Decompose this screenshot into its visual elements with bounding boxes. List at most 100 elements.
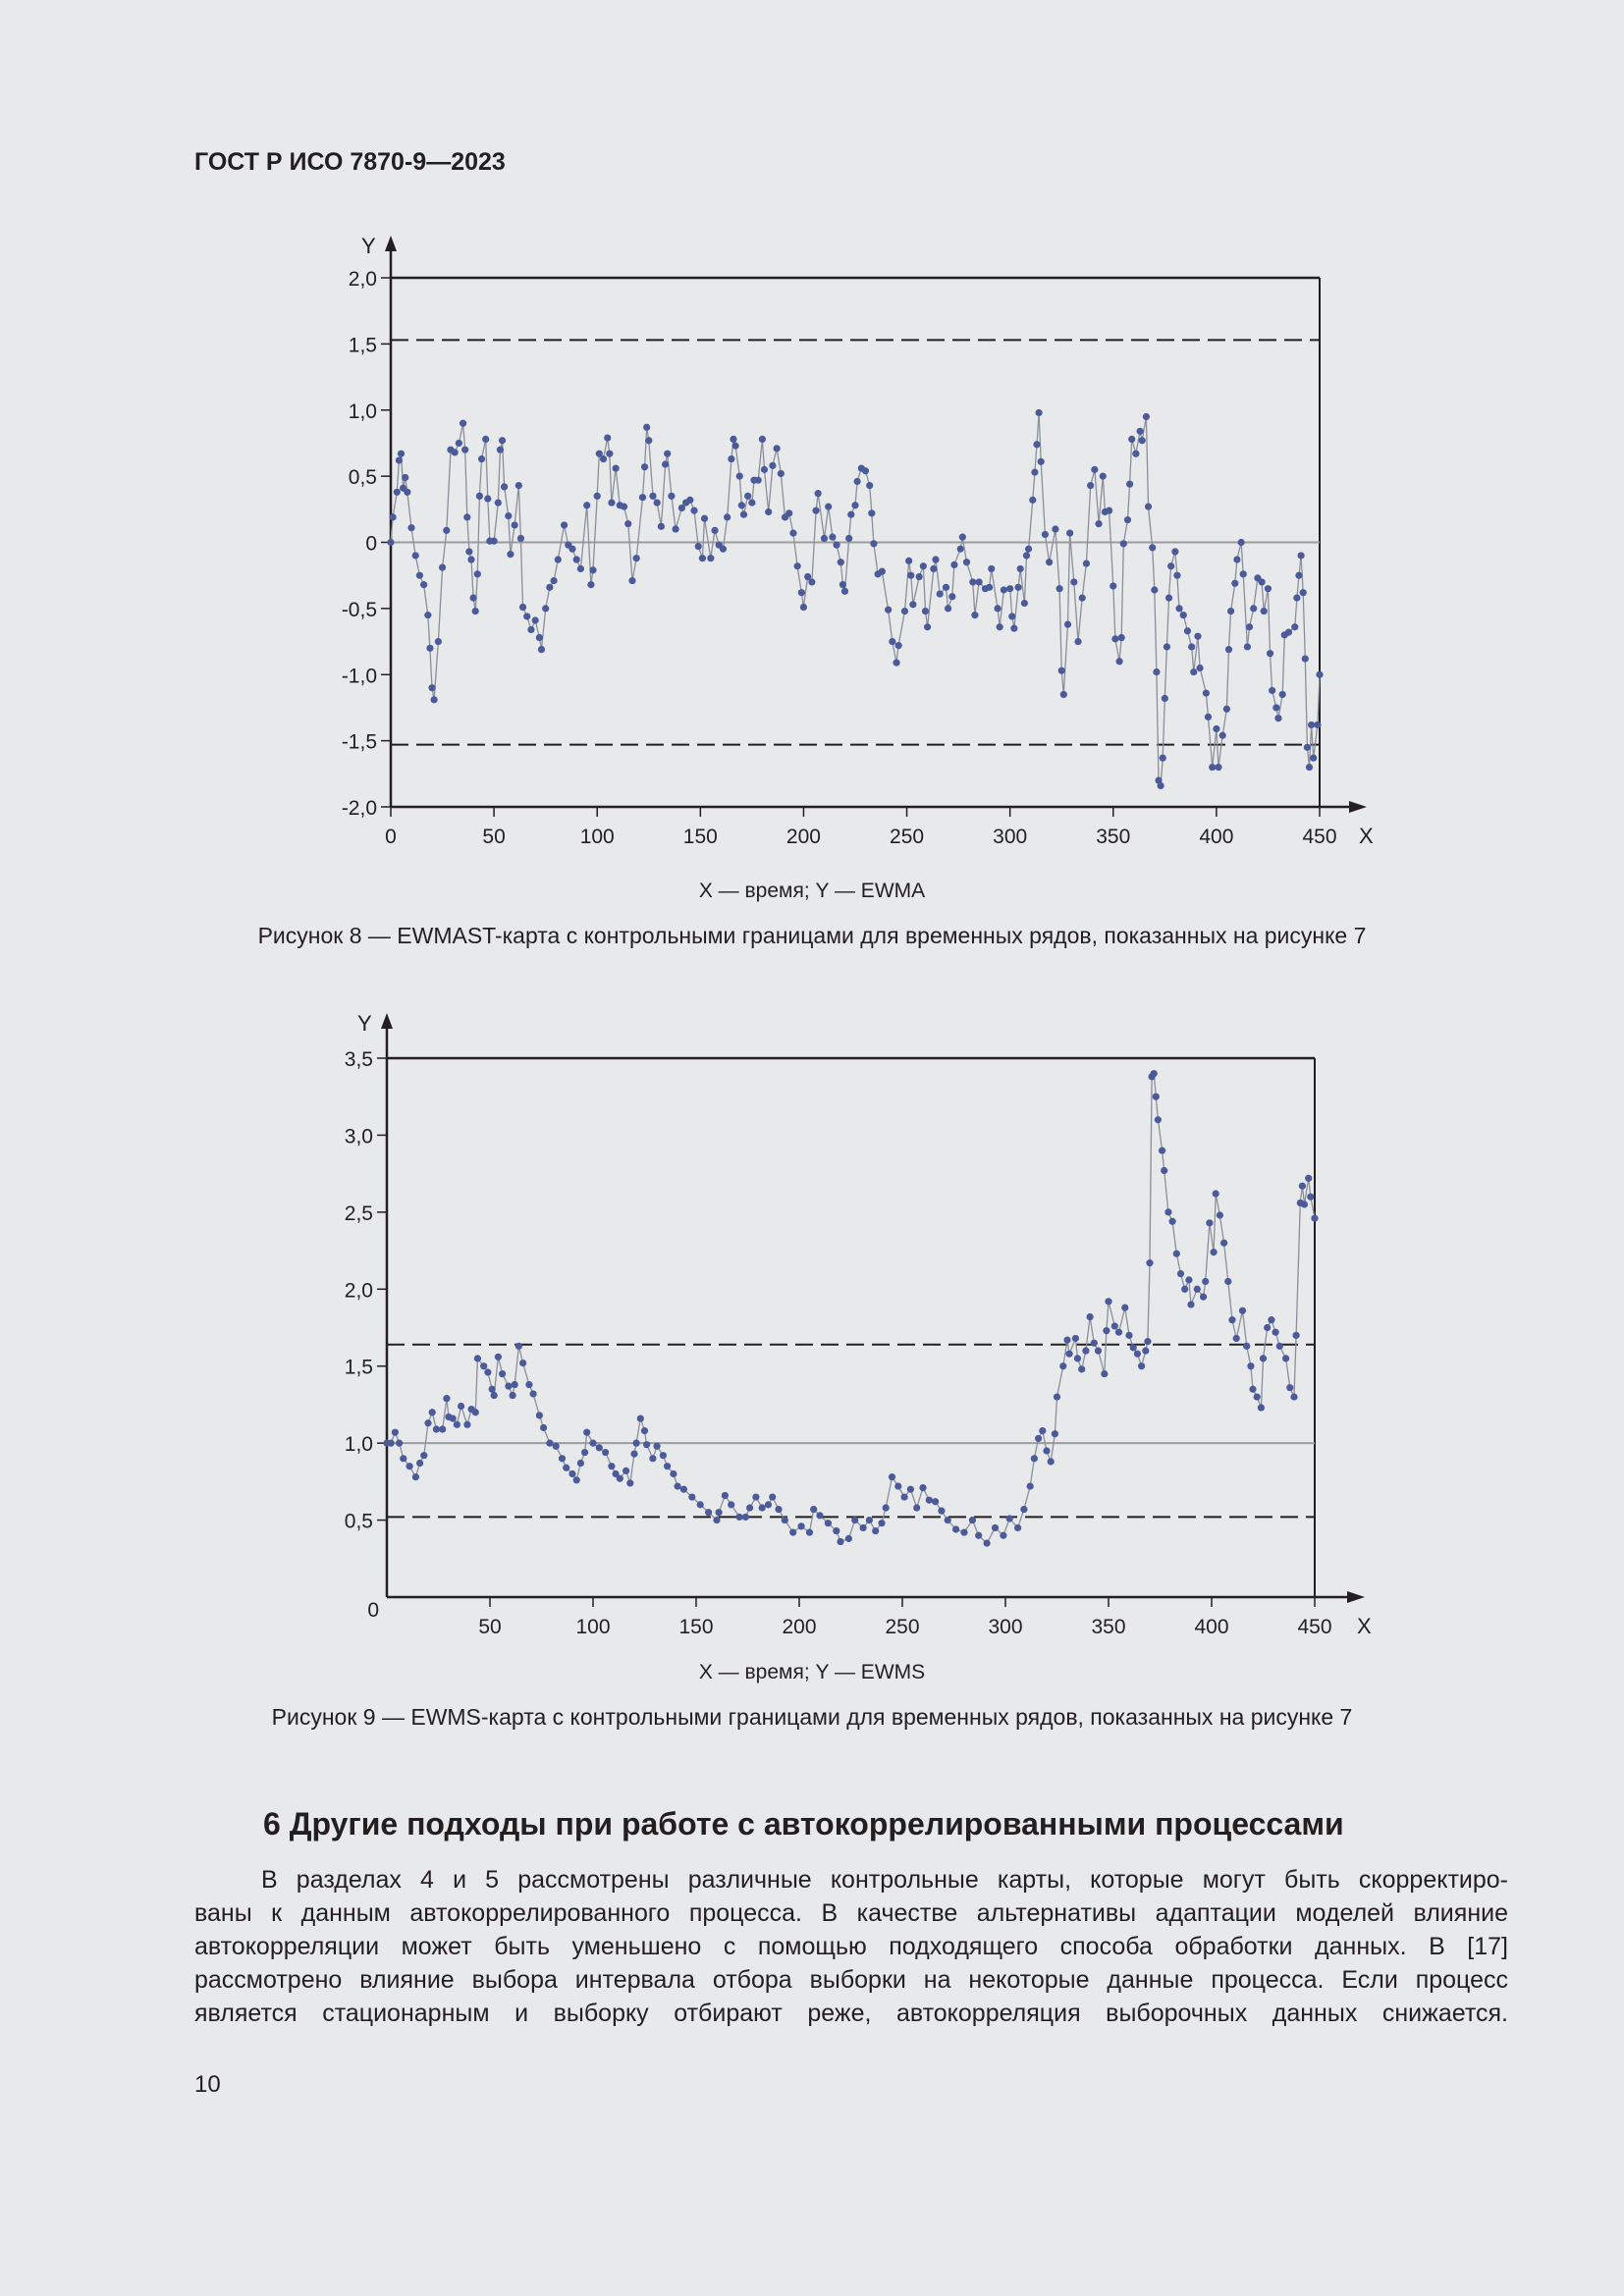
data-point <box>1190 667 1198 676</box>
data-point <box>1105 507 1113 514</box>
data-point <box>845 534 853 543</box>
data-point <box>690 507 698 514</box>
y-tick-label: 0,5 <box>349 466 377 489</box>
data-point <box>1209 763 1217 772</box>
data-point <box>1014 583 1022 591</box>
data-point <box>1039 1426 1047 1435</box>
data-point <box>1301 655 1309 663</box>
data-point <box>975 1531 983 1539</box>
data-point <box>463 513 471 521</box>
data-point <box>583 502 591 509</box>
data-point <box>752 1493 760 1501</box>
data-point <box>568 545 576 553</box>
data-point <box>535 633 543 642</box>
data-point <box>694 542 702 551</box>
data-point <box>1297 552 1305 560</box>
data-point <box>1082 560 1091 567</box>
y-tick-label: 0,5 <box>345 1511 373 1533</box>
page-number: 10 <box>194 2071 221 2098</box>
data-point <box>616 1474 623 1482</box>
data-point <box>589 566 597 574</box>
data-point <box>1272 704 1280 712</box>
data-point <box>1136 427 1144 435</box>
data-point <box>632 1439 640 1447</box>
data-point <box>1094 1347 1103 1355</box>
data-point <box>608 499 616 507</box>
x-tick-label: 450 <box>1297 1616 1331 1638</box>
data-point <box>1144 1338 1152 1346</box>
data-point <box>1212 1190 1219 1198</box>
data-point <box>1006 585 1014 593</box>
data-point <box>514 1342 523 1350</box>
data-point <box>529 1390 537 1398</box>
data-point <box>664 1463 672 1470</box>
data-point <box>552 1442 560 1450</box>
data-point <box>930 564 938 573</box>
data-point <box>1099 472 1107 480</box>
data-point <box>859 1523 867 1532</box>
figure-9-caption: Рисунок 9 — EWMS-карта с контрольными гр… <box>271 1704 1353 1730</box>
data-point <box>847 510 855 518</box>
data-point <box>1103 1327 1110 1335</box>
data-point <box>754 476 762 484</box>
data-point <box>546 1439 554 1447</box>
x-tick-label: 50 <box>482 826 505 848</box>
y-tick-label: 1,0 <box>349 400 377 423</box>
data-point <box>428 684 436 692</box>
data-point <box>459 419 467 427</box>
data-point <box>1057 667 1065 674</box>
data-point <box>758 1504 766 1512</box>
data-point <box>1000 586 1007 594</box>
data-point <box>406 1463 413 1470</box>
data-point <box>604 434 612 442</box>
data-point <box>480 1362 488 1370</box>
data-point <box>1269 686 1276 695</box>
data-point <box>698 555 707 562</box>
data-point <box>677 504 686 512</box>
ewms-chart: Y X 3,5 3,0 2,5 2,0 1,5 1,0 0,5 0 50 100 150 200 250 30… <box>345 1011 1372 1638</box>
data-point <box>1020 1505 1028 1514</box>
data-point <box>1173 571 1181 579</box>
data-point <box>960 1528 968 1536</box>
data-point <box>866 481 874 490</box>
data-point <box>971 612 979 619</box>
data-point <box>1115 658 1123 666</box>
data-point <box>1037 457 1045 465</box>
data-point <box>713 1516 721 1524</box>
data-point <box>1164 1208 1172 1216</box>
data-point <box>925 1496 933 1504</box>
data-point <box>501 483 509 491</box>
y-axis-label: Y <box>361 234 376 258</box>
data-point <box>851 1516 859 1524</box>
data-point <box>748 499 756 507</box>
data-point <box>1193 1285 1201 1293</box>
data-point <box>816 1512 824 1520</box>
data-point <box>494 1353 502 1361</box>
data-point <box>1227 607 1235 615</box>
data-point <box>919 1484 927 1492</box>
data-point <box>721 1491 730 1500</box>
data-point <box>518 603 527 612</box>
data-point <box>1029 496 1037 504</box>
figure-8-caption: Рисунок 8 — EWMAST-карта с контрольными … <box>257 923 1367 948</box>
data-point <box>1087 481 1095 490</box>
data-point <box>455 439 462 448</box>
y-tick-label: 0 <box>367 1599 379 1622</box>
x-tick-label: 250 <box>885 1616 919 1638</box>
data-point <box>482 435 490 443</box>
data-point <box>1222 705 1230 713</box>
data-point <box>894 642 902 650</box>
data-point <box>812 507 820 514</box>
data-point <box>527 625 535 634</box>
data-point <box>746 1504 754 1512</box>
data-point <box>793 562 801 570</box>
data-point <box>505 1382 513 1390</box>
data-point <box>948 593 956 601</box>
data-point <box>1314 721 1322 729</box>
data-point <box>420 581 428 589</box>
data-point <box>728 1501 735 1509</box>
data-point <box>1278 690 1286 699</box>
data-point <box>668 492 676 500</box>
data-point <box>765 507 773 516</box>
y-tick-label: 2,0 <box>349 268 377 291</box>
